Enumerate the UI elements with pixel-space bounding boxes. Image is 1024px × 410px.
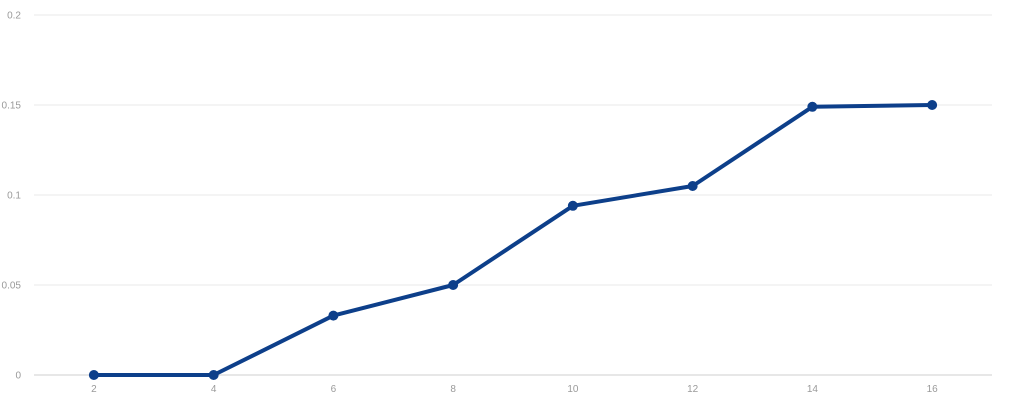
data-point[interactable] bbox=[927, 100, 938, 110]
y-tick-label: 0.2 bbox=[7, 11, 21, 22]
x-tick-label: 12 bbox=[687, 384, 699, 395]
x-tick-label: 8 bbox=[450, 384, 456, 395]
data-point[interactable] bbox=[567, 200, 578, 211]
x-tick-label: 4 bbox=[211, 384, 217, 395]
data-point[interactable] bbox=[687, 181, 698, 191]
y-tick-label: 0.05 bbox=[2, 281, 22, 292]
data-point[interactable] bbox=[807, 101, 818, 112]
y-axis-ticks: 0 0.05 0.1 0.15 0.2 bbox=[2, 11, 22, 382]
data-point[interactable] bbox=[448, 280, 459, 290]
y-tick-label: 0.1 bbox=[7, 191, 21, 202]
x-tick-label: 2 bbox=[91, 384, 97, 395]
y-tick-label: 0.15 bbox=[2, 101, 22, 112]
x-axis-ticks: 2 4 6 8 10 12 14 16 bbox=[91, 384, 938, 395]
x-tick-label: 6 bbox=[331, 384, 337, 395]
series-line bbox=[91, 103, 935, 377]
series-layer bbox=[88, 100, 938, 380]
data-point[interactable] bbox=[208, 370, 219, 380]
y-tick-label: 0 bbox=[15, 371, 21, 382]
data-point[interactable] bbox=[328, 310, 339, 321]
x-tick-label: 14 bbox=[807, 384, 819, 395]
grid-lines bbox=[34, 14, 992, 286]
x-tick-label: 10 bbox=[567, 384, 579, 395]
data-point[interactable] bbox=[88, 370, 99, 380]
x-tick-label: 16 bbox=[927, 384, 939, 395]
